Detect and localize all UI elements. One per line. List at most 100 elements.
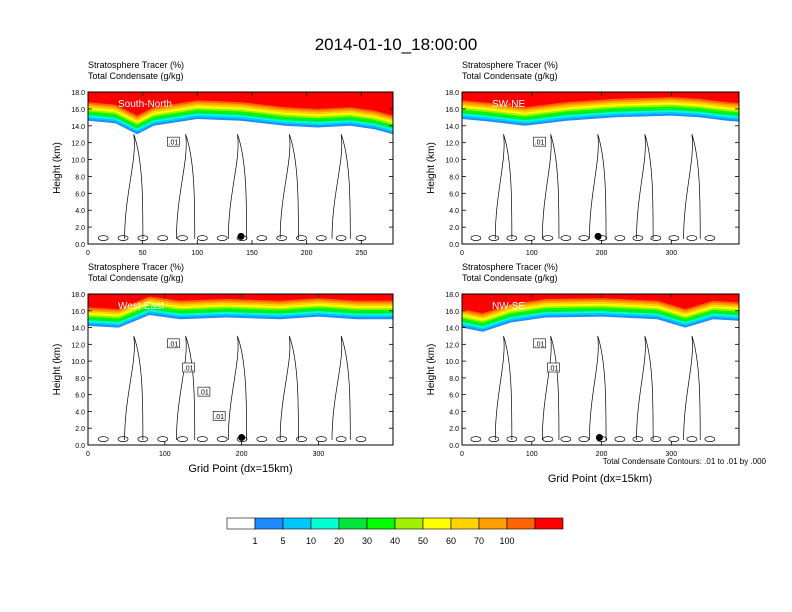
plot-frame	[87, 91, 394, 245]
tracer-band	[88, 294, 393, 309]
panel-nw-se: Stratosphere Tracer (%)Total Condensate …	[426, 262, 740, 458]
contour-label: .01	[167, 136, 180, 147]
y-tick-label: 12.0	[445, 141, 459, 148]
colorbar-swatch	[534, 517, 564, 530]
contour-line	[355, 436, 367, 442]
shared-xlabel: Grid Point (dx=15km)	[548, 473, 652, 485]
location-marker	[238, 433, 246, 441]
location-marker	[594, 232, 602, 240]
y-tick-label: 0.0	[449, 443, 459, 450]
contour-line	[97, 436, 109, 442]
contour-label: .01	[533, 136, 546, 147]
condensate-contours	[470, 335, 716, 442]
svg-text:.01: .01	[535, 140, 545, 147]
contour-line	[331, 335, 351, 440]
contour-line	[216, 235, 228, 241]
contour-line	[276, 235, 288, 241]
y-tick-label: 2.0	[75, 225, 85, 232]
contour-line	[589, 335, 607, 440]
y-tick-label: 16.0	[445, 107, 459, 114]
contour-line	[686, 436, 698, 442]
colorbar-label: 10	[306, 536, 316, 546]
colorbar: 1 5 10 20 30 40 50 60 70 100	[226, 517, 564, 546]
contour-line	[177, 436, 188, 442]
contour-line	[668, 235, 680, 241]
x-tick-label: 0	[460, 250, 464, 257]
contour-line	[683, 134, 701, 239]
y-axis-label: Height (km)	[52, 344, 63, 396]
contour-line	[560, 436, 572, 442]
contour-label: .01	[197, 386, 211, 397]
contour-line	[542, 235, 554, 241]
y-tick-label: 6.0	[449, 191, 459, 198]
colorbar-label: 70	[474, 536, 484, 546]
contour-line	[197, 235, 208, 241]
contour-line	[542, 436, 554, 442]
x-tick-label: 200	[596, 451, 608, 458]
y-tick-label: 4.0	[449, 409, 459, 416]
contour-line	[668, 436, 680, 442]
plot-frame	[461, 91, 740, 245]
svg-text:.01: .01	[169, 341, 179, 348]
y-tick-label: 4.0	[75, 409, 85, 416]
contour-line	[632, 436, 644, 442]
tracer-band	[88, 294, 393, 310]
y-tick-label: 18.0	[445, 292, 459, 299]
y-tick-label: 6.0	[75, 191, 85, 198]
contour-line	[197, 436, 208, 442]
colorbar-swatch	[282, 517, 312, 530]
y-tick-label: 4.0	[75, 208, 85, 215]
colorbar-swatch	[422, 517, 452, 530]
x-axis-label: Grid Point (dx=15km)	[188, 463, 292, 475]
x-tick-label: 200	[301, 250, 313, 257]
condensate-contours	[97, 335, 367, 442]
y-tick-label: 4.0	[449, 208, 459, 215]
colorbar-swatch	[394, 517, 424, 530]
tracer-field	[462, 92, 739, 241]
y-tick-label: 14.0	[71, 326, 85, 333]
contour-line	[494, 134, 513, 239]
contour-line	[470, 436, 482, 442]
colorbar-swatch	[366, 517, 396, 530]
colorbar-label: 100	[499, 536, 514, 546]
colorbar-swatch	[226, 517, 256, 530]
y-tick-label: 10.0	[445, 158, 459, 165]
y-tick-label: 18.0	[71, 292, 85, 299]
y-tick-label: 8.0	[449, 376, 459, 383]
condensate-contours	[97, 134, 367, 241]
contour-line	[614, 235, 626, 241]
panel-title-tracer: Stratosphere Tracer (%)	[462, 60, 558, 70]
contour-line	[470, 235, 482, 241]
panel-title-condensate: Total Condensate (g/kg)	[88, 273, 184, 283]
contour-line	[296, 235, 307, 241]
y-tick-label: 10.0	[71, 359, 85, 366]
contour-line	[524, 235, 536, 241]
y-axis-label: Height (km)	[426, 142, 437, 194]
contour-line	[177, 235, 188, 241]
contour-line	[315, 436, 327, 442]
contour-line	[335, 235, 347, 241]
contour-line	[296, 436, 307, 442]
contour-label: .01	[533, 338, 546, 348]
colorbar-swatch	[506, 517, 536, 530]
contour-line	[176, 335, 196, 440]
y-tick-label: 8.0	[449, 174, 459, 181]
x-tick-label: 100	[526, 451, 538, 458]
contour-line	[117, 436, 129, 442]
panel-west-east: Stratosphere Tracer (%)Total Condensate …	[52, 262, 394, 475]
y-tick-label: 0.0	[75, 443, 85, 450]
colorbar-swatch	[310, 517, 340, 530]
contour-label: .01	[182, 362, 195, 372]
contour-line	[704, 235, 716, 241]
x-tick-label: 50	[139, 250, 147, 257]
panel-title-condensate: Total Condensate (g/kg)	[88, 71, 184, 81]
tracer-field	[88, 294, 393, 442]
y-tick-label: 14.0	[445, 326, 459, 333]
contour-line	[494, 335, 513, 440]
contour-line	[650, 436, 662, 442]
contour-line	[524, 436, 536, 442]
y-tick-label: 12.0	[71, 141, 85, 148]
x-tick-label: 150	[246, 250, 258, 257]
colorbar-label: 20	[334, 536, 344, 546]
